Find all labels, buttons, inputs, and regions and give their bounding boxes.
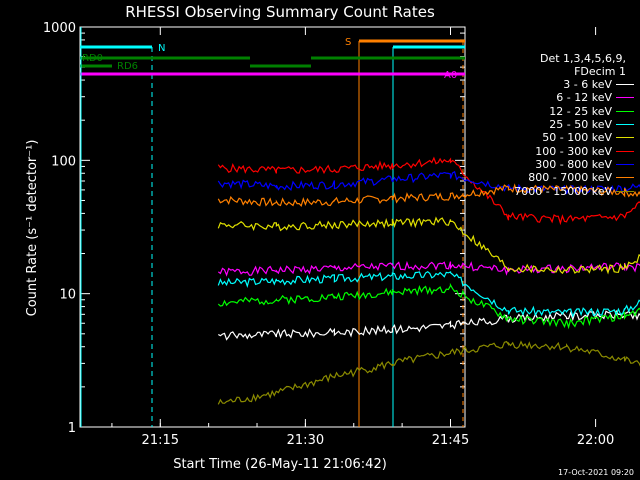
legend-swatch: [616, 190, 634, 192]
legend-swatch: [616, 84, 634, 86]
series-line: [217, 156, 640, 226]
x-tick-label: 22:00: [577, 433, 614, 448]
series-line: [217, 170, 640, 195]
attenuator-flag-label: A0: [444, 70, 457, 81]
legend-swatch: [616, 137, 634, 139]
saa-flag-label: S: [345, 37, 351, 48]
legend-header-1: Det 1,3,4,5,6,9,: [539, 52, 626, 65]
series-line: [217, 260, 640, 277]
night-flag-label: N: [158, 43, 165, 54]
series-line: [217, 216, 640, 275]
y-axis-label: Count Rate (s⁻¹ detector⁻¹): [25, 140, 40, 317]
legend-entry: 3 - 6 keV: [478, 78, 638, 91]
series-line: [217, 270, 640, 319]
legend-entry: 12 - 25 keV: [478, 105, 638, 118]
legend-label: 25 - 50 keV: [549, 118, 612, 132]
y-tick-label: 10: [59, 288, 76, 303]
legend: Det 1,3,4,5,6,9, FDecim 1 3 - 6 keV 6 - 1…: [478, 52, 638, 198]
legend-swatch: [616, 177, 634, 179]
legend-entry: 25 - 50 keV: [478, 118, 638, 131]
legend-label: 300 - 800 keV: [535, 157, 612, 171]
rd0-flag-label: RD0: [82, 53, 103, 64]
legend-label: 100 - 300 keV: [535, 144, 612, 158]
legend-label: 800 - 7000 keV: [528, 171, 612, 185]
legend-label: 50 - 100 keV: [542, 131, 612, 145]
legend-entry: 6 - 12 keV: [478, 91, 638, 104]
legend-label: 3 - 6 keV: [563, 78, 612, 92]
y-tick-label: 1000: [43, 21, 76, 36]
series-line: [217, 340, 640, 405]
y-tick-label: 1: [68, 421, 76, 436]
x-axis-label: Start Time (26-May-11 21:06:42): [173, 457, 387, 472]
legend-entry: 800 - 7000 keV: [478, 171, 638, 184]
series-line: [217, 183, 640, 207]
legend-entry: 7000 - 15000 keV: [478, 184, 638, 198]
legend-swatch: [616, 124, 634, 126]
legend-label: 7000 - 15000 keV: [514, 184, 612, 198]
legend-label: 12 - 25 keV: [549, 104, 612, 118]
rd6-flag-label: RD6: [117, 61, 138, 72]
legend-entry: 50 - 100 keV: [478, 131, 638, 144]
legend-entry: 300 - 800 keV: [478, 158, 638, 171]
legend-header-2: FDecim 1: [574, 65, 626, 78]
x-tick-label: 21:15: [142, 433, 179, 448]
plot-frame: [79, 26, 466, 428]
x-tick-label: 21:45: [432, 433, 469, 448]
legend-swatch: [616, 110, 634, 112]
legend-label: 6 - 12 keV: [556, 91, 612, 105]
footer-timestamp: 17-Oct-2021 09:20: [558, 468, 634, 477]
legend-swatch: [616, 97, 634, 99]
legend-entry: 100 - 300 keV: [478, 144, 638, 158]
legend-swatch: [616, 163, 634, 165]
y-tick-label: 100: [51, 154, 76, 169]
chart-title: RHESSI Observing Summary Count Rates: [125, 3, 435, 21]
legend-swatch: [616, 150, 634, 152]
x-tick-label: 21:30: [287, 433, 324, 448]
series-line: [217, 282, 640, 330]
